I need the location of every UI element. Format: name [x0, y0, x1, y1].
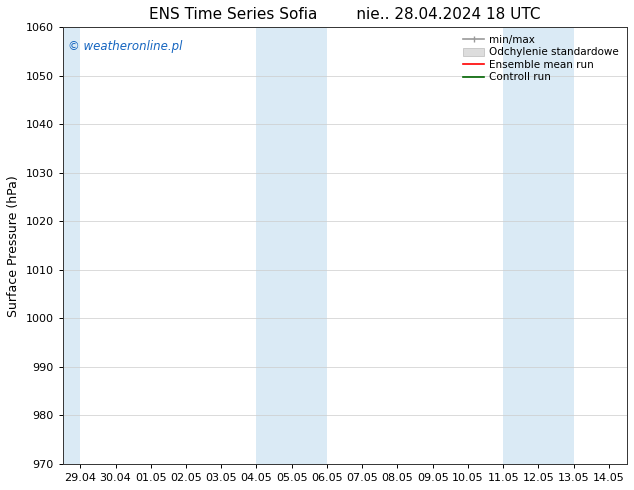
- Y-axis label: Surface Pressure (hPa): Surface Pressure (hPa): [7, 175, 20, 317]
- Title: ENS Time Series Sofia        nie.. 28.04.2024 18 UTC: ENS Time Series Sofia nie.. 28.04.2024 1…: [149, 7, 540, 22]
- Bar: [63, 27, 81, 464]
- Legend: min/max, Odchylenie standardowe, Ensemble mean run, Controll run: min/max, Odchylenie standardowe, Ensembl…: [462, 32, 621, 84]
- Bar: [503, 27, 574, 464]
- Text: © weatheronline.pl: © weatheronline.pl: [68, 40, 183, 53]
- Bar: [257, 27, 327, 464]
